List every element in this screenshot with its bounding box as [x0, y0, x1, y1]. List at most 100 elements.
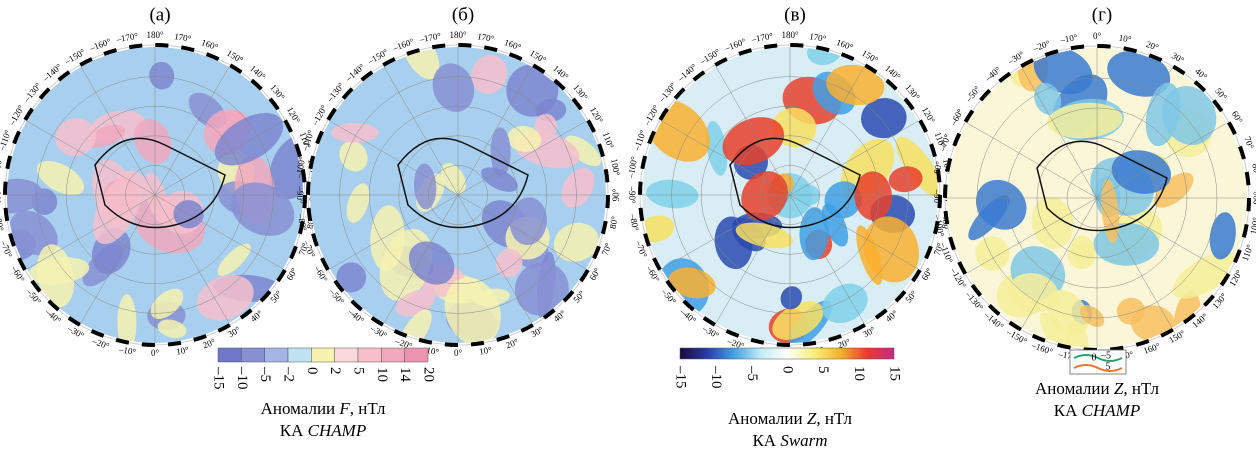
longitude-label: –130°: [324, 80, 346, 104]
colorbar-segment: [241, 348, 264, 362]
longitude-label: –110°: [631, 128, 648, 153]
longitude-label: 60°: [587, 266, 602, 282]
caption-part: Аномалии: [1035, 379, 1114, 398]
longitude-label: –80°: [931, 160, 944, 180]
legend-satellite: КА CHAMP: [1054, 401, 1140, 420]
longitude-label: –170°: [115, 31, 139, 45]
longitude-label: 90°: [611, 188, 621, 201]
colorbar-segment: [381, 348, 404, 362]
caption-part: , нТл: [350, 399, 386, 418]
colorbar-tick-label: 14: [397, 367, 413, 383]
longitude-label: 170°: [808, 31, 827, 44]
longitude-label: –80°: [628, 212, 641, 232]
colorbar-tick-label: 10: [374, 367, 390, 382]
longitude-label: –90°: [627, 185, 637, 204]
longitude-label: 70°: [1242, 135, 1256, 151]
legend-caption: Аномалии F, нТл: [261, 399, 386, 418]
colorbar-tick-label: 5: [815, 366, 831, 374]
longitude-label: 110°: [1240, 243, 1255, 263]
colorbar-tick-label: –5: [257, 366, 273, 382]
panel-label: (а): [149, 4, 170, 25]
colorbar-segment: [358, 348, 381, 362]
colorbar-segment: [265, 348, 288, 362]
caption-part: Аномалии: [728, 409, 807, 428]
panel-label: (в): [784, 4, 806, 25]
longitude-label: –40°: [43, 306, 64, 326]
longitude-label: 60°: [919, 266, 934, 282]
longitude-label: –30°: [65, 323, 86, 341]
longitude-label: 60°: [284, 266, 299, 282]
colorbar-tick-label: 2: [327, 367, 343, 375]
colorbar-tick-label: 0: [780, 366, 796, 374]
panel-label: (б): [452, 4, 474, 25]
colorbar-segment: [405, 348, 428, 362]
figure: (а)0°10°20°30°40°50°60°70°80°90°100°110°…: [0, 0, 1256, 456]
caption-part: , нТл: [1123, 379, 1159, 398]
longitude-label: 150°: [225, 48, 245, 65]
colorbar-segment: [288, 348, 311, 362]
caption-part: Аномалии: [261, 399, 340, 418]
colorbar-tick-label: 10: [851, 366, 867, 381]
satellite-part: CHAMP: [1082, 401, 1141, 420]
longitude-label: –130°: [656, 80, 678, 104]
longitude-label: 90°: [1252, 191, 1256, 204]
longitude-label: –130°: [21, 80, 43, 104]
longitude-label: 110°: [601, 131, 616, 151]
colorbar-tick-label: –5: [744, 365, 760, 381]
longitude-label: 100°: [609, 158, 622, 177]
longitude-label: 10°: [478, 345, 493, 357]
longitude-label: 160°: [835, 37, 855, 52]
legend-satellite: КА Swarm: [752, 431, 827, 450]
longitude-label: 80°: [608, 215, 620, 230]
colorbar-tick-label: –10: [708, 365, 724, 389]
longitude-label: –10°: [1059, 32, 1079, 45]
caption-part: F: [338, 399, 350, 418]
longitude-label: 0°: [1093, 31, 1102, 41]
legend-satellite: КА CHAMP: [280, 421, 366, 440]
colorbar-tick-label: –10: [234, 366, 250, 390]
caption-part: , нТл: [816, 409, 852, 428]
longitude-label: –90°: [932, 188, 942, 207]
longitude-label: 70°: [600, 241, 614, 257]
longitude-label: 120°: [1227, 268, 1244, 288]
longitude-label: 180°: [146, 30, 164, 40]
longitude-label: –100°: [0, 155, 4, 179]
colorbar: [680, 348, 894, 359]
longitude-label: –30°: [700, 323, 721, 341]
longitude-label: –170°: [750, 31, 774, 45]
longitude-label: 160°: [503, 37, 523, 52]
longitude-label: –90°: [0, 185, 2, 204]
longitude-label: 80°: [1250, 163, 1256, 178]
colorbar-tick-label: 20: [421, 367, 437, 382]
longitude-label: 60°: [1230, 109, 1245, 125]
colorbar-tick-label: 5: [351, 367, 367, 375]
longitude-label: 20°: [1145, 39, 1161, 53]
longitude-label: 10°: [1118, 33, 1133, 45]
polar-map: [632, 36, 950, 355]
longitude-label: 150°: [860, 48, 880, 65]
longitude-label: 130°: [1210, 291, 1229, 311]
satellite-part: КА: [280, 421, 308, 440]
longitude-label: –90°: [295, 185, 305, 204]
satellite-part: КА: [752, 431, 780, 450]
longitude-label: 160°: [200, 37, 220, 52]
longitude-label: 30°: [1170, 50, 1186, 65]
longitude-label: 170°: [173, 31, 192, 44]
colorbar-segment: [335, 348, 358, 362]
legend-caption: Аномалии Z, нТл: [1035, 379, 1159, 398]
contour-label: 0: [1092, 352, 1097, 363]
longitude-label: –40°: [678, 306, 699, 326]
colorbar-tick-label: –15: [211, 366, 227, 390]
longitude-label: –40°: [346, 306, 367, 326]
longitude-label: –20°: [1031, 38, 1052, 54]
colorbar-tick-label: 15: [887, 366, 903, 381]
longitude-label: 180°: [781, 30, 799, 40]
longitude-label: 10°: [175, 345, 190, 357]
longitude-label: 150°: [528, 48, 548, 65]
longitude-label: –110°: [0, 128, 13, 153]
colorbar-tick-label: –2: [281, 366, 297, 382]
colorbar-segment: [311, 348, 334, 362]
longitude-label: 0°: [151, 348, 160, 358]
longitude-label: 170°: [476, 31, 495, 44]
longitude-label: –10°: [117, 344, 137, 357]
